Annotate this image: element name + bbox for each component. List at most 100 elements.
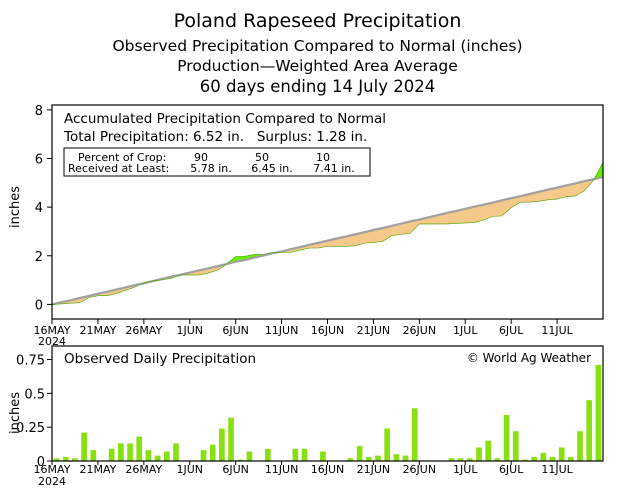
amount-90: 5.78 in. xyxy=(190,162,232,175)
daily-bar xyxy=(512,431,519,461)
daily-bar xyxy=(301,448,308,461)
bottom-xtick-label: 26JUN xyxy=(403,463,437,476)
bottom-xtick-label: 21JUN xyxy=(357,463,391,476)
normal-line xyxy=(52,175,603,306)
percent-table-box xyxy=(63,147,371,177)
daily-bar xyxy=(485,440,492,461)
daily-bar xyxy=(292,448,299,461)
percent-row-label: Percent of Crop: xyxy=(78,151,166,164)
daily-bar xyxy=(246,451,253,461)
amount-50: 6.45 in. xyxy=(251,162,293,175)
top-ytick-label: 8 xyxy=(35,104,43,119)
top-xtick-label: 11JUL xyxy=(541,324,573,337)
top-ytick-label: 4 xyxy=(35,201,43,216)
top-xtick-label: 16MAY xyxy=(34,324,71,337)
daily-bar xyxy=(90,450,97,461)
top-xtick-year: 2024 xyxy=(38,335,66,348)
daily-bar xyxy=(228,417,234,461)
daily-bar xyxy=(81,432,87,461)
bottom-xtick-label: 26MAY xyxy=(125,463,162,476)
daily-bar xyxy=(448,458,455,461)
top-fill-group xyxy=(52,162,603,306)
percent-10: 10 xyxy=(316,151,330,164)
top-panel-title: Accumulated Precipitation Compared to No… xyxy=(64,111,386,127)
percent-50: 50 xyxy=(255,151,269,164)
daily-bar xyxy=(393,454,400,461)
daily-bar xyxy=(264,448,271,461)
bottom-ytick-label: 0.25 xyxy=(16,421,45,436)
daily-bar xyxy=(402,455,409,461)
top-ytick-label: 2 xyxy=(35,250,43,265)
top-xtick-label: 21JUN xyxy=(357,324,391,337)
daily-bar xyxy=(347,458,354,461)
daily-bar xyxy=(375,455,381,461)
bottom-ytick-label: 0 xyxy=(37,455,45,470)
top-xtick-label: 21MAY xyxy=(79,324,116,337)
daily-bar xyxy=(72,458,78,461)
bottom-xtick-label: 1JUL xyxy=(453,463,478,476)
credit-label: © World Ag Weather xyxy=(467,351,591,365)
daily-bar xyxy=(154,455,161,461)
top-xtick-label: 11JUN xyxy=(265,324,299,337)
daily-bar xyxy=(549,456,556,461)
daily-bar xyxy=(118,443,124,461)
daily-bar xyxy=(494,458,501,461)
bottom-xtick-label: 6JUN xyxy=(222,463,249,476)
daily-bar xyxy=(540,452,547,461)
daily-bar xyxy=(136,436,143,461)
chart-period: 60 days ending 14 July 2024 xyxy=(199,77,436,96)
chart-title: Poland Rapeseed Precipitation xyxy=(173,10,462,32)
daily-bar xyxy=(558,447,565,461)
bottom-xtick-label: 11JUL xyxy=(541,463,573,476)
bottom-panel-title: Observed Daily Precipitation xyxy=(64,351,256,367)
daily-bar xyxy=(568,456,574,461)
daily-bar xyxy=(522,459,528,461)
amount-10: 7.41 in. xyxy=(313,162,355,175)
percent-90: 90 xyxy=(194,151,208,164)
top-xtick-label: 26JUN xyxy=(403,324,437,337)
daily-bar xyxy=(531,456,537,461)
bottom-xtick-label: 11JUN xyxy=(265,463,299,476)
top-xtick-label: 16JUN xyxy=(311,324,345,337)
daily-bar xyxy=(466,458,473,461)
daily-bar xyxy=(163,451,170,461)
top-ytick-label: 6 xyxy=(35,153,43,168)
daily-bar xyxy=(145,450,152,461)
top-panel-summary: Total Precipitation: 6.52 in. Surplus: 1… xyxy=(63,129,367,145)
top-xtick-label: 1JUL xyxy=(453,324,478,337)
bottom-ytick-label: 0.5 xyxy=(24,387,45,402)
bottom-xtick-label: 6JUL xyxy=(499,463,524,476)
top-xtick-label: 26MAY xyxy=(125,324,162,337)
daily-bar xyxy=(62,456,69,461)
daily-bar xyxy=(108,448,115,461)
top-xtick-label: 6JUL xyxy=(499,324,524,337)
bottom-xtick-label: 1JUN xyxy=(176,463,203,476)
daily-bar xyxy=(200,450,207,461)
chart-subtitle-2: Production—Weighted Area Average xyxy=(177,57,458,75)
daily-bar xyxy=(476,447,482,461)
daily-bar xyxy=(503,415,510,461)
daily-bar xyxy=(384,428,391,461)
bottom-ytick-label: 0.75 xyxy=(16,354,45,369)
chart-subtitle: Observed Precipitation Compared to Norma… xyxy=(112,37,523,55)
daily-bar xyxy=(577,431,583,461)
daily-bar xyxy=(457,458,464,461)
observed-line xyxy=(52,162,603,305)
daily-bar xyxy=(53,458,60,461)
daily-bar xyxy=(411,408,418,461)
daily-bar xyxy=(237,459,244,461)
daily-bar xyxy=(356,446,363,461)
bottom-ylabel: inches xyxy=(8,392,23,434)
daily-bar xyxy=(209,444,216,461)
daily-bar xyxy=(173,443,179,461)
plot-layer: 0 2 4 6 8 16MAY 21MAY 26MAY 1JUN 6JUN 11JUN 16JUN 21… xyxy=(16,104,604,488)
daily-bar xyxy=(595,364,602,461)
bottom-xtick-label: 16JUN xyxy=(311,463,345,476)
top-ytick-label: 0 xyxy=(35,298,43,313)
daily-bar xyxy=(219,428,225,461)
daily-bar xyxy=(365,456,372,461)
top-xtick-label: 1JUN xyxy=(176,324,203,337)
received-row-label: Received at Least: xyxy=(68,162,169,175)
bottom-xtick-label: 16MAY xyxy=(34,463,71,476)
